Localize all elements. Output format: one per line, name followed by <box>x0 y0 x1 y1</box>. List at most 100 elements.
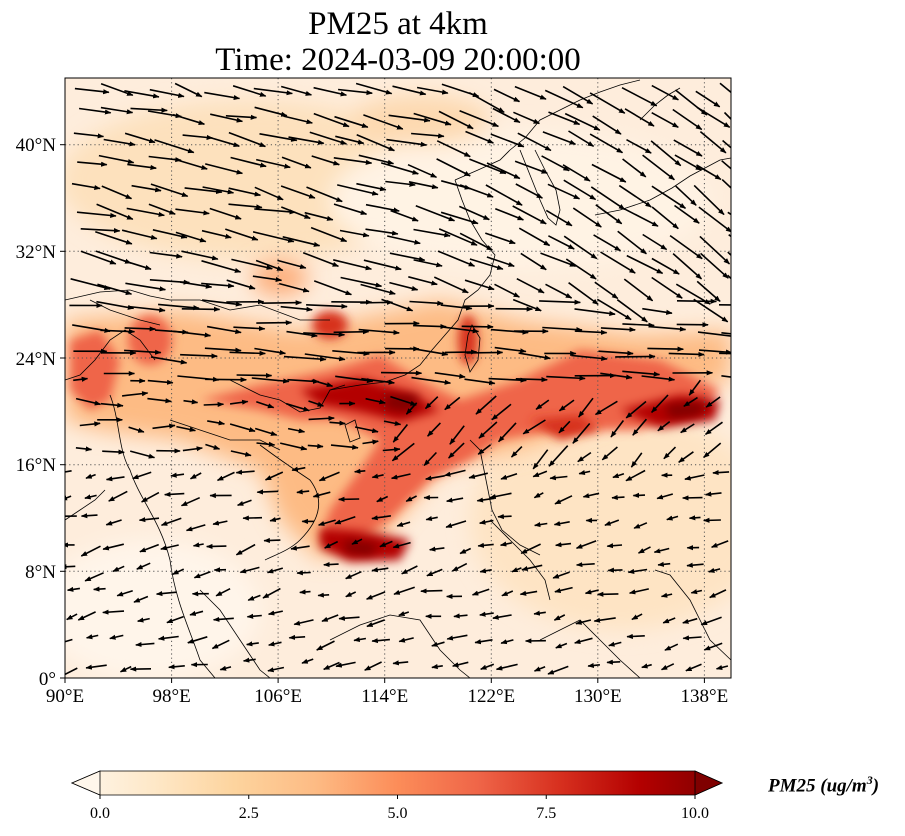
wind-vector-arrow <box>339 229 370 238</box>
lat-tick-label: 0° <box>39 669 56 690</box>
wind-vector-arrow <box>489 492 512 499</box>
wind-vector-arrow <box>85 473 96 479</box>
wind-vector-arrow <box>65 638 73 643</box>
wind-vector-arrow <box>436 140 471 158</box>
wind-vector-arrow <box>712 469 730 476</box>
wind-vector-arrow <box>157 635 179 641</box>
wind-vector-arrow <box>535 399 550 410</box>
wind-vector-arrow <box>469 258 504 270</box>
wind-vector-arrow <box>651 394 669 413</box>
wind-vector-arrow <box>512 205 547 225</box>
wind-vector-arrow <box>334 115 369 128</box>
wind-vector-arrow <box>497 513 512 520</box>
wind-vector-arrow <box>65 470 72 473</box>
wind-vector-arrow <box>152 423 176 430</box>
wind-vector-arrow <box>173 158 208 170</box>
wind-vector-arrow <box>413 228 451 238</box>
wind-vector-arrow <box>263 537 281 544</box>
map-title-line1: PM25 at 4km <box>308 6 488 42</box>
wind-vector-arrow <box>192 542 204 548</box>
wind-vector-arrow <box>389 281 419 291</box>
wind-vector-arrow <box>547 183 581 200</box>
wind-vector-arrow <box>231 258 273 270</box>
colorbar-label: PM25 (ug/m3) <box>768 773 880 797</box>
wind-vector-arrow <box>101 185 133 200</box>
wind-vector-arrow <box>589 92 626 114</box>
wind-vector-arrow <box>519 590 538 596</box>
wind-vector-arrow <box>285 402 310 412</box>
wind-vector-arrow <box>542 326 583 333</box>
wind-vector-arrow <box>201 260 242 273</box>
wind-vector-arrow <box>396 521 411 527</box>
wind-vector-arrow <box>501 590 514 597</box>
lat-tick-label: 8°N <box>25 562 56 583</box>
wind-vector-arrow <box>532 449 549 470</box>
colorbar: 0.0 2.5 5.0 7.5 10.0 <box>70 770 723 822</box>
wind-vector-arrow <box>135 641 155 648</box>
wind-vector-arrow <box>632 492 646 498</box>
wind-vector-arrow <box>673 139 703 157</box>
wind-vector-arrow <box>662 617 676 624</box>
wind-vector-arrow <box>722 139 731 149</box>
wind-vector-arrow <box>627 568 648 574</box>
wind-vector-arrow <box>520 543 541 555</box>
wind-vector-arrow <box>490 328 529 335</box>
wind-vector-arrow <box>500 473 518 480</box>
wind-vector-arrow <box>685 663 702 672</box>
wind-vector-arrow <box>555 642 568 649</box>
wind-vector-arrow <box>127 163 157 170</box>
wind-vector-arrow <box>486 256 515 267</box>
wind-vector-arrow <box>252 275 283 283</box>
wind-vector-arrow <box>438 228 478 246</box>
wind-vector-arrow <box>514 85 547 100</box>
wind-vector-arrow <box>651 185 687 209</box>
wind-vector-arrow <box>124 326 157 332</box>
wind-vector-arrow <box>73 376 89 382</box>
wind-vector-arrow <box>338 88 373 96</box>
wind-vector-arrow <box>721 179 731 190</box>
wind-vector-arrow <box>269 516 281 522</box>
wind-vector-arrow <box>642 233 668 251</box>
wind-vector-arrow <box>683 396 698 407</box>
wind-vector-arrow <box>700 616 722 626</box>
wind-vector-arrow <box>166 615 184 624</box>
wind-vector-arrow <box>254 208 296 215</box>
wind-vector-arrow <box>288 136 325 145</box>
wind-vector-arrow <box>444 349 478 355</box>
wind-vector-arrow <box>236 499 252 507</box>
wind-vector-arrow <box>424 396 439 410</box>
wind-vector-arrow <box>280 305 313 312</box>
wind-vector-arrow <box>434 372 466 379</box>
wind-vector-arrow <box>600 372 633 380</box>
wind-vector-arrow <box>386 138 428 147</box>
wind-vector-arrow <box>304 353 346 362</box>
wind-vector-arrow <box>371 638 390 644</box>
wind-vector-arrow <box>630 452 643 468</box>
wind-vector-arrow <box>592 115 622 135</box>
lon-tick-label: 106°E <box>254 686 302 707</box>
wind-vector-arrow <box>672 108 703 131</box>
wind-vector-arrow <box>594 281 619 300</box>
wind-vector-arrow <box>267 666 285 673</box>
wind-vector-arrow <box>678 451 694 463</box>
wind-vector-arrow <box>246 613 262 619</box>
wind-vector-arrow <box>696 280 721 303</box>
wind-vector-arrow <box>170 472 185 478</box>
wind-vector-arrow <box>469 158 507 175</box>
wind-vector-arrow <box>444 396 461 411</box>
wind-vector-arrow <box>371 567 389 573</box>
wind-vector-arrow <box>625 400 647 419</box>
wind-vector-arrow <box>306 186 343 203</box>
wind-vector-arrow <box>608 641 622 647</box>
wind-vector-arrow <box>558 399 575 412</box>
wind-vector-arrow <box>539 299 581 305</box>
wind-vector-arrow <box>511 567 522 573</box>
wind-vector-arrow <box>184 187 223 195</box>
wind-vector-arrow <box>533 665 546 672</box>
wind-vector-arrow <box>203 401 225 407</box>
wind-vector-arrow <box>360 299 394 305</box>
wind-vector-arrow <box>604 519 620 526</box>
wind-vector-arrow <box>385 180 416 187</box>
wind-vector-arrow <box>225 114 258 120</box>
wind-vector-arrow <box>84 494 97 500</box>
